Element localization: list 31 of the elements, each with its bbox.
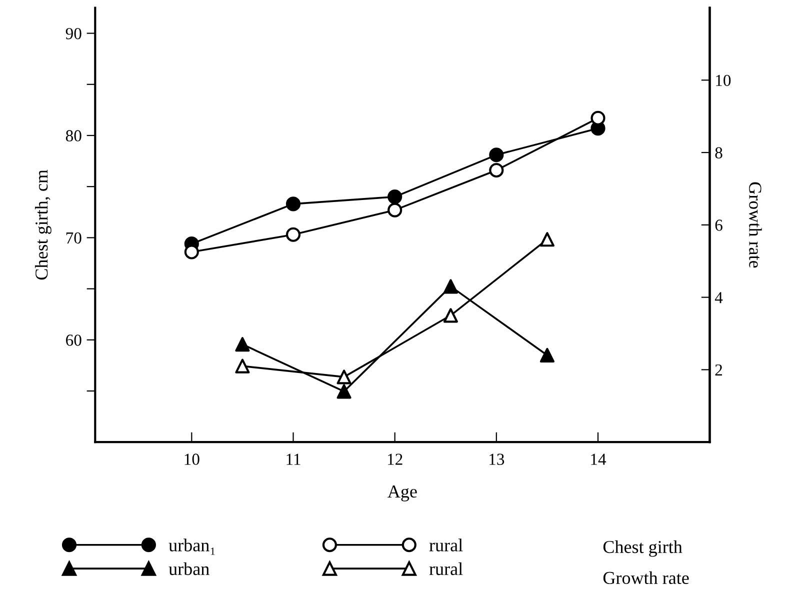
y2-tick-label: 10 [716,74,731,86]
y-tick-label: 60 [66,334,82,346]
point [443,308,458,323]
y-axis-title: Chest girth, cm [34,170,52,280]
legend-label: urban₁ [168,538,215,555]
y2-tick-label: 6 [715,220,722,231]
x-axis-title: Age [388,486,417,502]
y-tick-label: 70 [66,232,82,244]
legend-label: urban [168,562,210,576]
legend-label: rural [429,562,463,576]
point [235,358,250,374]
point [336,370,352,384]
point [443,279,458,294]
x-tick-label: 12 [388,454,402,465]
point [540,232,554,247]
text: Chest girth [603,540,682,557]
y-tick-label: 90 [66,28,82,40]
y2-tick-label: 8 [715,147,722,158]
x-tick-label: 13 [490,454,504,465]
point [235,337,250,352]
y-tick-label: 80 [66,130,82,142]
y2-tick-label: 4 [714,292,723,304]
y2-tick-label: 2 [715,364,722,376]
legend-label: rural [429,538,463,552]
point [336,384,352,399]
y2-axis-title: Growth rate [749,182,762,268]
x-tick-label: 11 [286,454,300,465]
x-tick-label: 10 [184,454,200,465]
x-tick-label: 14 [591,454,606,465]
text: Growth rate [603,571,689,584]
point [540,348,554,363]
